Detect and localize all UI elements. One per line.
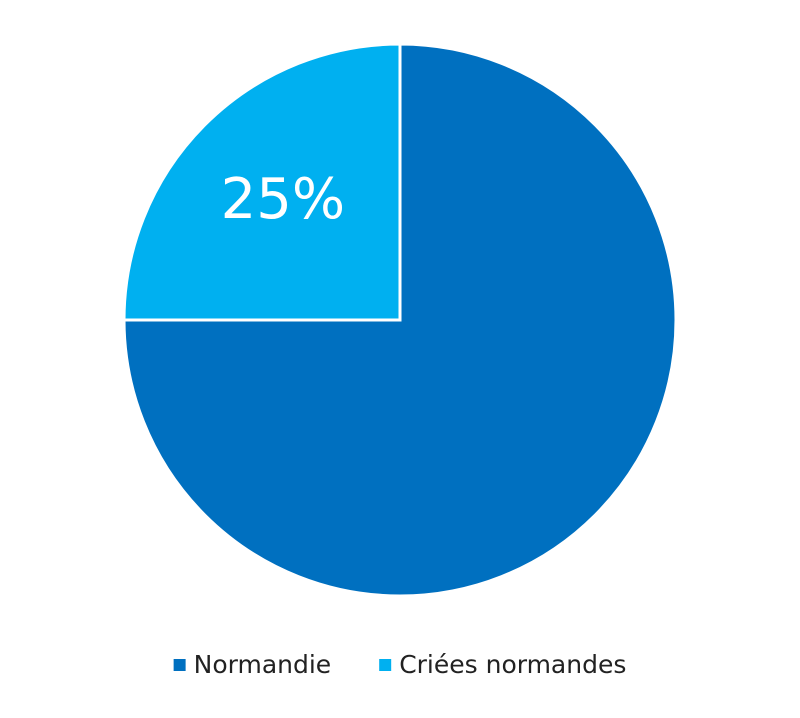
value-label: 25% (221, 167, 345, 232)
pie-slice (122, 42, 678, 598)
legend: Normandie Criées normandes (173, 650, 626, 679)
legend-label: Criées normandes (399, 650, 626, 679)
legend-label: Normandie (194, 650, 332, 679)
legend-swatch (173, 659, 186, 671)
legend-swatch (379, 659, 392, 671)
pie-slice (122, 42, 402, 322)
